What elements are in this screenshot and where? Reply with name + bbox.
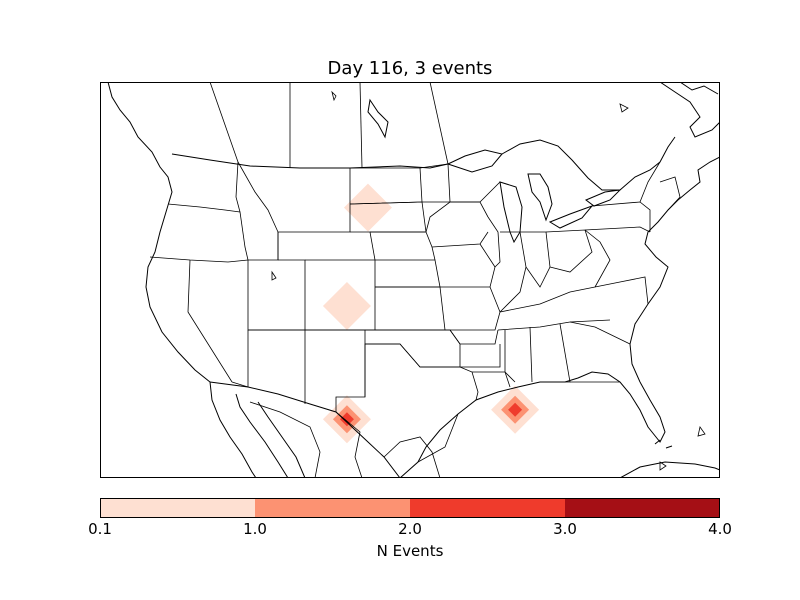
colorbar-tick-label: 2.0: [398, 520, 422, 538]
colorbar: [100, 498, 720, 518]
map-border: [100, 82, 720, 478]
great-lakes: [367, 98, 622, 244]
event-area-iowa: [343, 183, 392, 232]
map-title: Day 116, 3 events: [327, 58, 493, 79]
event-density-layer: [322, 183, 540, 444]
colorbar-tick-label: 1.0: [243, 520, 267, 538]
colorbar-tick-label: 3.0: [553, 520, 577, 538]
event-area-florida: [491, 385, 540, 434]
map-panel[interactable]: [100, 82, 720, 478]
coastlines: [107, 82, 720, 478]
colorbar-bin-3: [410, 498, 565, 518]
event-area-oklahoma-outer: [322, 281, 371, 330]
event-map: [100, 82, 720, 478]
event-area-south-texas: [322, 395, 371, 444]
colorbar-label: N Events: [376, 542, 444, 560]
state-borders: [149, 82, 681, 478]
colorbar-border: [100, 498, 720, 518]
colorbar-bin-4: [565, 498, 720, 518]
colorbar-tick-label: 4.0: [708, 520, 732, 538]
event-area-south-texas-core: [339, 412, 354, 427]
event-area-florida-core: [508, 402, 523, 417]
colorbar-tick-label: 0.1: [88, 520, 112, 538]
event-area-iowa-outer: [343, 183, 392, 232]
event-area-oklahoma: [322, 281, 371, 330]
minor-water-features: [271, 90, 706, 471]
colorbar-bin-2: [255, 498, 410, 518]
colorbar-bin-1: [100, 498, 255, 518]
country-borders: [171, 136, 676, 478]
